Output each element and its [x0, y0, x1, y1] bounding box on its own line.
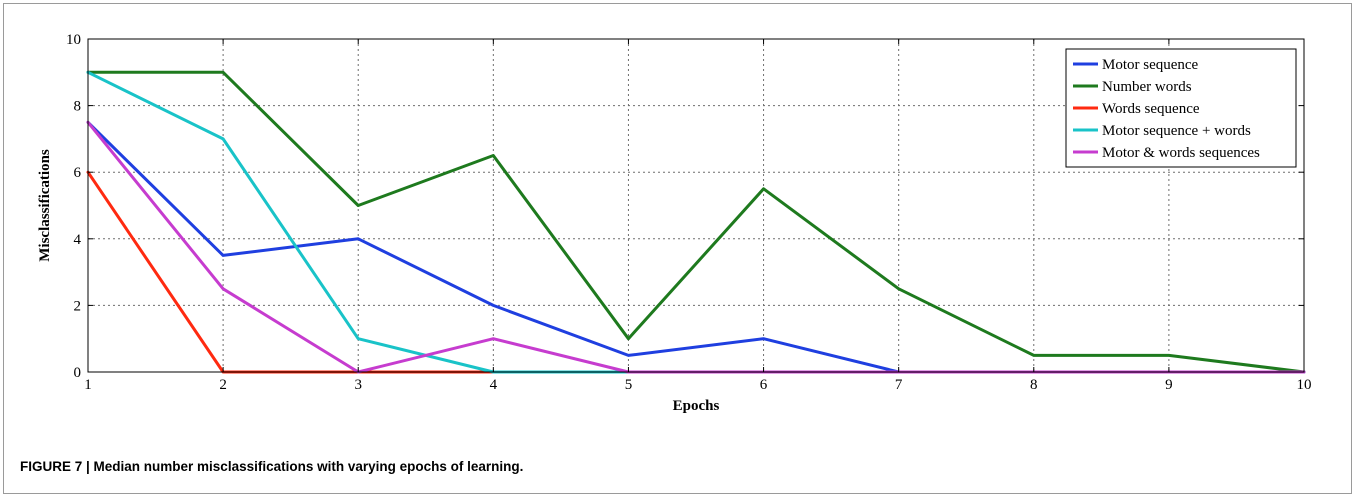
legend-label: Number words [1102, 79, 1192, 95]
x-tick-label: 2 [219, 377, 227, 393]
x-tick-label: 6 [760, 377, 768, 393]
y-tick-label: 0 [74, 365, 82, 381]
x-tick-label: 10 [1297, 377, 1312, 393]
x-tick-label: 1 [84, 377, 92, 393]
series-line-words-sequence [86, 170, 495, 374]
y-tick-label: 6 [74, 165, 82, 181]
figure-caption: FIGURE 7 | Median number misclassificati… [20, 459, 524, 474]
x-tick-label: 9 [1165, 377, 1173, 393]
x-tick-label: 8 [1030, 377, 1038, 393]
legend-label: Motor sequence + words [1102, 123, 1251, 139]
y-tick-label: 8 [74, 99, 82, 115]
x-tick-label: 4 [490, 377, 498, 393]
x-tick-label: 7 [895, 377, 903, 393]
legend: Motor sequence Number words Words sequence… [1065, 48, 1297, 168]
y-tick-label: 10 [66, 32, 81, 48]
series-line-number-words [86, 70, 1306, 374]
legend-label: Words sequence [1102, 101, 1200, 117]
chart: 1 2 3 4 5 6 7 8 9 10 0 2 4 6 8 10 Epochs Misclassificat… [37, 32, 1312, 414]
y-axis-title: Misclassifications [37, 149, 53, 262]
plot-area-border [87, 38, 1305, 373]
x-tick-label: 5 [625, 377, 633, 393]
x-tick-label: 3 [354, 377, 362, 393]
legend-label: Motor & words sequences [1102, 145, 1260, 161]
legend-label: Motor sequence [1102, 57, 1199, 73]
y-tick-label: 2 [74, 298, 82, 314]
figure-frame: 1 2 3 4 5 6 7 8 9 10 0 2 4 6 8 10 Epochs Misclassificat… [3, 3, 1352, 494]
y-tick-label: 4 [74, 232, 82, 248]
legend-box [1065, 48, 1297, 168]
x-axis-title: Epochs [673, 398, 720, 414]
tick-labels: 1 2 3 4 5 6 7 8 9 10 0 2 4 6 8 10 [66, 32, 1312, 393]
